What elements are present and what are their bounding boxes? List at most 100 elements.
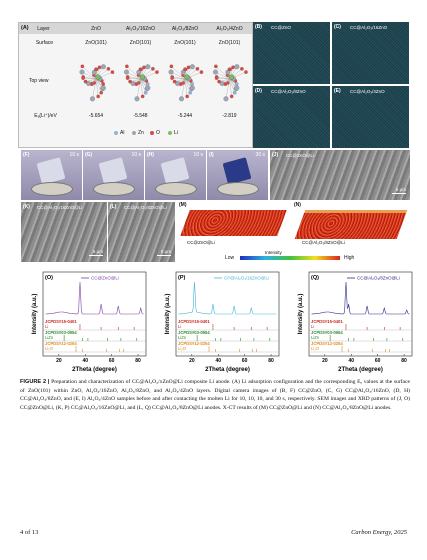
atom [125, 76, 130, 80]
atom [96, 94, 100, 99]
sem-image: (J) CC@ZnO@Li 5 μm [270, 150, 410, 200]
energy-cell: -5.244 [177, 113, 193, 119]
plot-frame [42, 271, 147, 357]
atom [234, 82, 239, 86]
reference-code: JCPDS#03-0954 [178, 330, 210, 335]
x-tick-label: 80 [135, 358, 141, 364]
atom [145, 85, 151, 91]
x-tick-label: 20 [56, 358, 62, 364]
caption: FIGURE 2 | Preparation and characterizat… [20, 378, 410, 412]
sample-name: CC@Al₂O₃/8ZnO [271, 89, 306, 94]
x-tick-label: 60 [242, 358, 248, 364]
panel-label: (M) [179, 202, 187, 208]
reference-phase: Li [178, 324, 181, 329]
camera-image: (D) CC@Al₂O₃/8ZnO [253, 86, 330, 148]
xct-image: (N) CC@Al₂O₃/8ZnO@Li [292, 202, 410, 250]
sample-piece [160, 157, 190, 185]
bond [95, 78, 102, 93]
xct-image: (M) CC@ZnO@Li [177, 202, 290, 250]
panel-label: (O) [45, 275, 53, 281]
colorbar [240, 256, 340, 260]
reference-phase: Li [45, 324, 48, 329]
bond [215, 66, 230, 80]
atom [106, 67, 111, 71]
li-atom [228, 74, 235, 80]
crucible [155, 182, 197, 196]
journal-name: Carbon Energy, 2025 [351, 529, 407, 536]
bond [215, 71, 230, 80]
panel-label: (N) [294, 202, 301, 208]
photo: (H) 10 s [145, 150, 206, 200]
legend-label: CC@ZnO@Li [91, 276, 119, 281]
panel-label: (P) [178, 275, 186, 281]
surface-cell: ZnO(101) [129, 40, 152, 46]
reference-phase: LiZn [178, 335, 187, 340]
header-cell: Al₂O₃/8ZnO [171, 26, 199, 32]
atom [94, 67, 98, 72]
atom [183, 67, 187, 72]
bond [170, 71, 186, 80]
atom [234, 85, 240, 91]
atom [145, 82, 150, 86]
panel-label: (I) [209, 152, 214, 158]
x-tick-label: 40 [215, 358, 221, 364]
bond [229, 78, 232, 97]
caption-text: Preparation and characterization of CC@A… [20, 379, 410, 411]
atom [185, 94, 189, 99]
panel-label: (Q) [311, 275, 319, 281]
colorbar-high: High [344, 255, 355, 261]
header-cell: Al₂O₃/16ZnO [126, 26, 155, 32]
reference-code: JCPDS#03-0954 [311, 330, 343, 335]
header-bar [19, 23, 252, 34]
atom [240, 67, 244, 71]
atom [232, 90, 237, 95]
panel-label: (A) [21, 25, 29, 31]
atom [124, 69, 130, 75]
atom [83, 79, 88, 84]
bond [81, 71, 97, 80]
reference-code: JCPDS#15-0401 [311, 319, 343, 324]
atom [231, 65, 235, 70]
x-tick-label: 40 [82, 358, 88, 364]
atom [143, 90, 148, 95]
panel-label: (D) [255, 88, 262, 94]
li-atom [139, 74, 146, 80]
panel-label: (F) [23, 152, 30, 158]
caption-label: FIGURE 2 | [20, 379, 50, 385]
legend-label: Li [174, 130, 178, 136]
bond [82, 66, 97, 80]
x-tick-label: 20 [322, 358, 328, 364]
photo: (F) 10 s [21, 150, 82, 200]
sample-name: CC@Al₂O₃/16ZnO [350, 25, 388, 30]
atom [125, 64, 129, 69]
legend-label: O [156, 130, 160, 136]
scale-bar [392, 193, 406, 194]
sample-name: CC@Al₂O₃/16ZnO@Li [37, 205, 83, 210]
bond [229, 78, 235, 93]
atom [142, 65, 146, 70]
panel-label: (H) [147, 152, 154, 158]
x-tick-label: 40 [348, 358, 354, 364]
atom [110, 70, 115, 74]
atom [199, 70, 204, 74]
xrd-plot: (O) CC@ZnO@Li JCPDS#15-0401LiJCPDS#03-0954… [32, 271, 147, 373]
bond [127, 77, 141, 80]
surface-cell: ZnO(101) [174, 40, 196, 46]
time-label: 10 s [69, 152, 79, 158]
legend-swatch [114, 131, 118, 135]
atom [138, 67, 143, 72]
sample-name: CC@ZnO@Li [187, 240, 215, 245]
x-axis-label: 2Theta (degree) [205, 367, 250, 373]
surface-cell: ZnO(101) [218, 40, 241, 46]
atom [89, 96, 95, 102]
xct-volume [294, 210, 408, 239]
atom [90, 82, 94, 86]
xrd-pattern [45, 281, 144, 315]
sample-piece [222, 157, 252, 185]
atom [213, 69, 219, 75]
atom [99, 90, 103, 95]
atom [100, 85, 106, 91]
time-label: 10 s [193, 152, 203, 158]
y-axis-label: Intensity (a.u.) [298, 294, 304, 335]
